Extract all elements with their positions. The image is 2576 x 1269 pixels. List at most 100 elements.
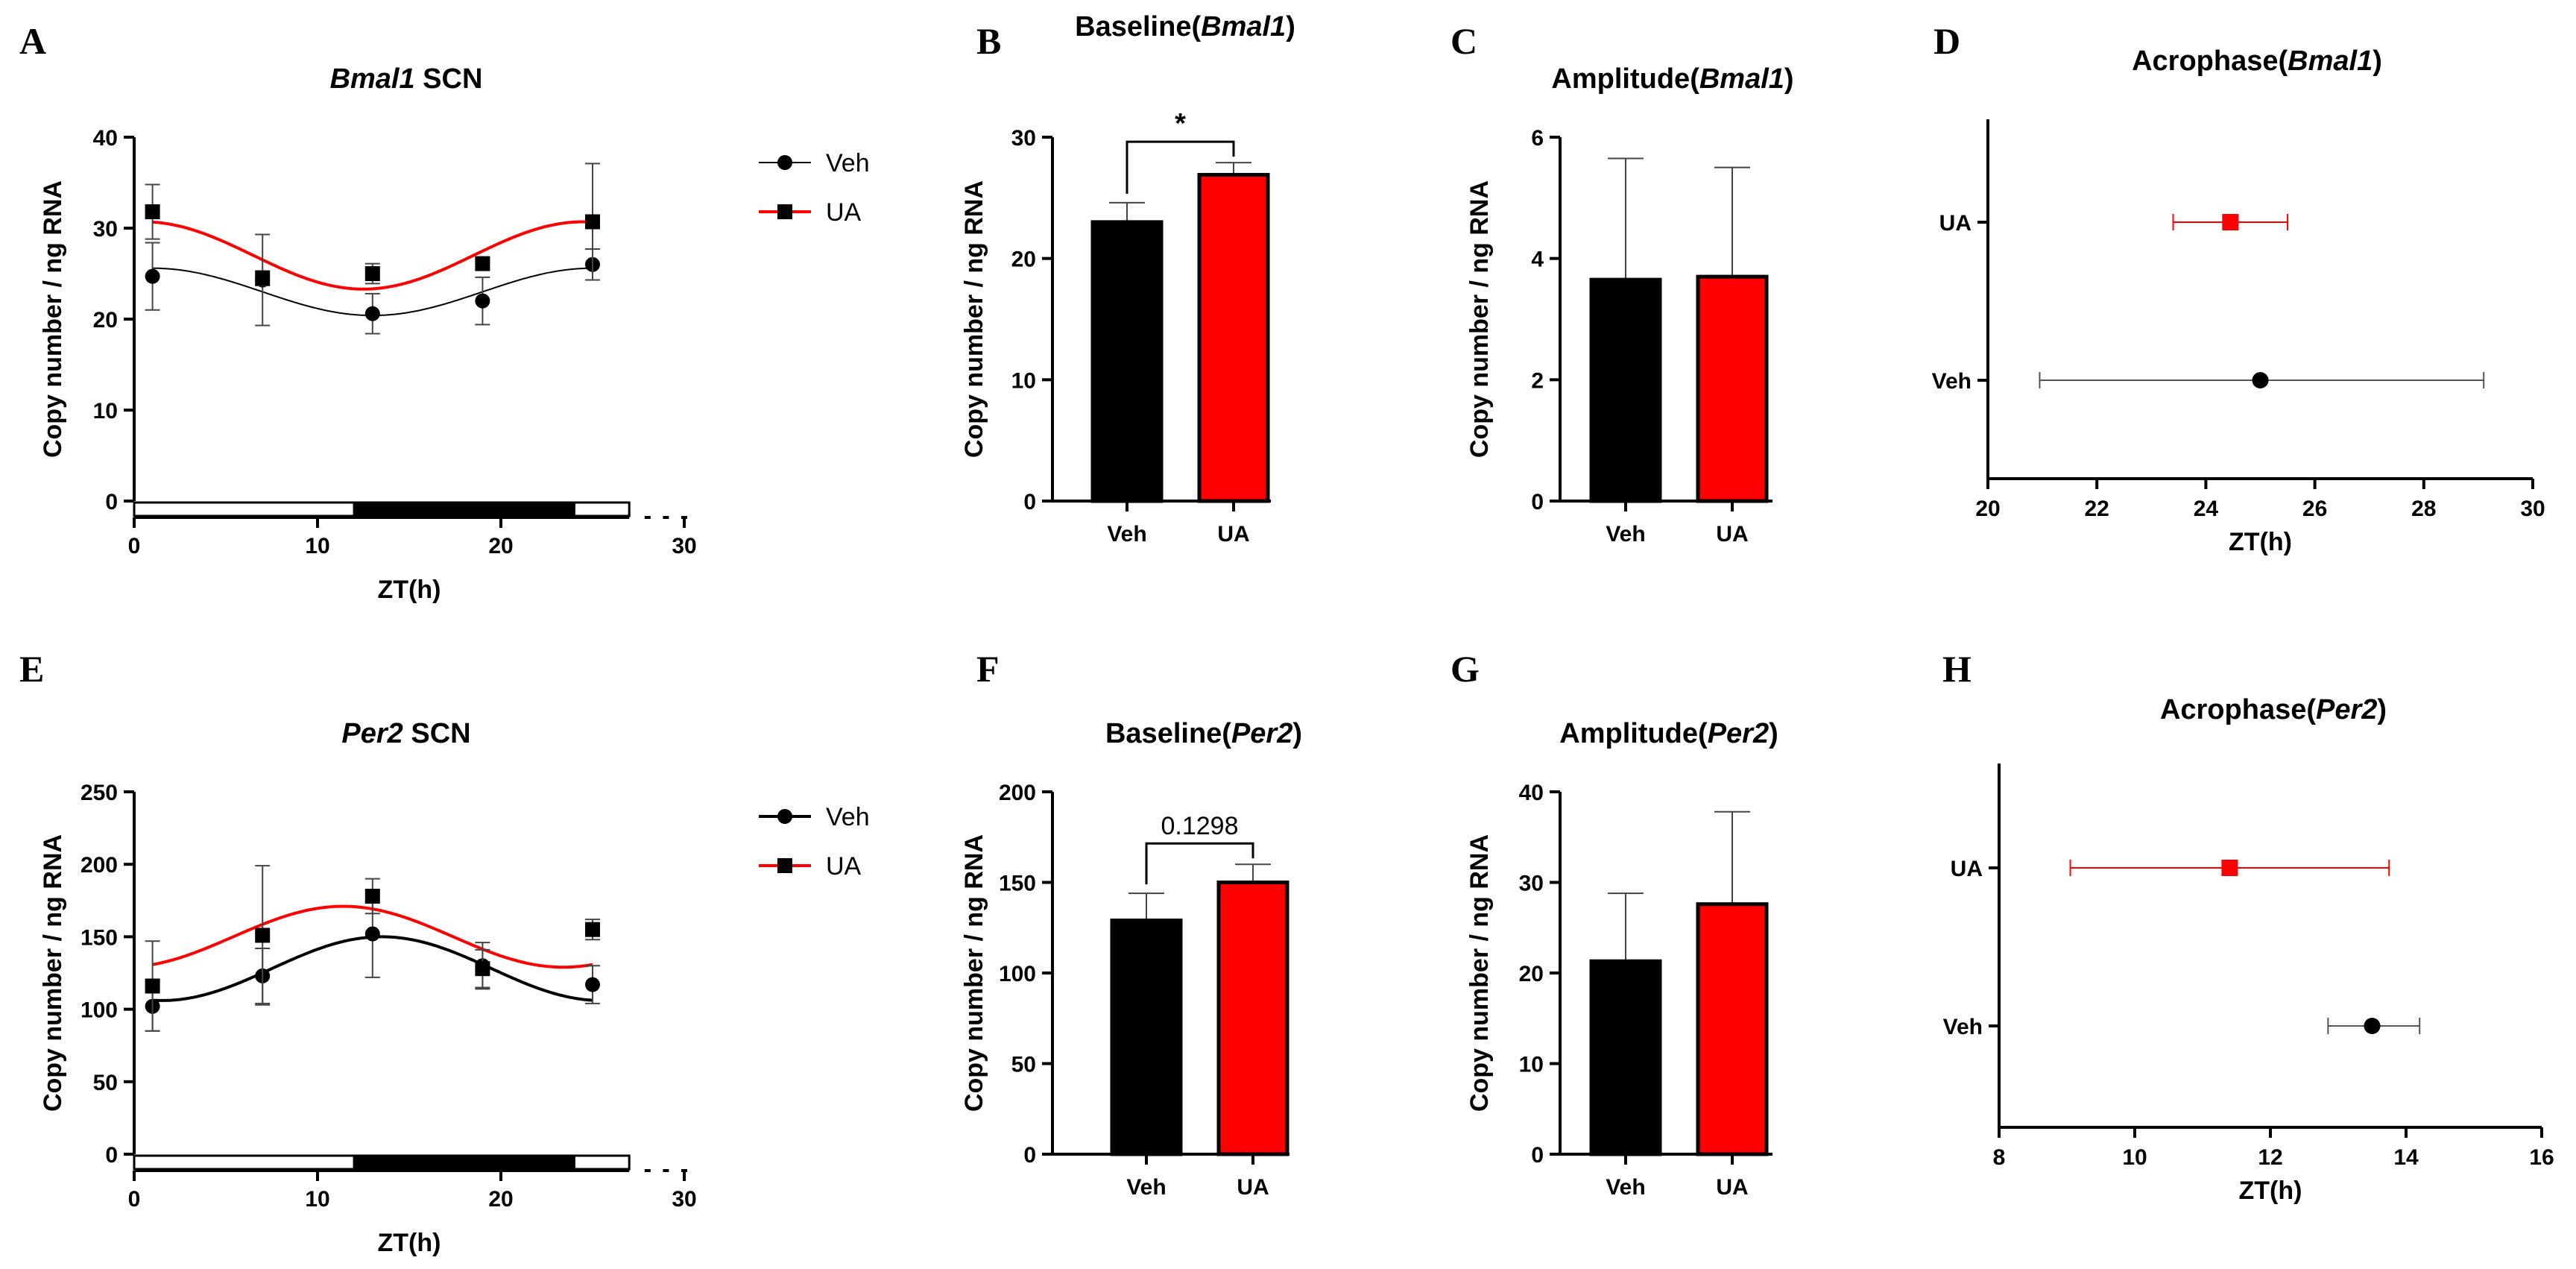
x-tick-label-H-2: 12 bbox=[2258, 1145, 2282, 1170]
point-UA-E-4 bbox=[585, 922, 600, 937]
panel-letter-B: B bbox=[976, 20, 1001, 62]
y-tick-label-G-2: 20 bbox=[1519, 962, 1544, 986]
title-gene: Bmal1 bbox=[1699, 63, 1784, 95]
y-tick-label-F-4: 200 bbox=[999, 781, 1036, 805]
x-tick-label-UA-C: UA bbox=[1716, 522, 1748, 547]
bar-Veh-C bbox=[1589, 277, 1662, 503]
x-tick-label-E-1: 10 bbox=[305, 1187, 329, 1212]
title-suffix: ) bbox=[1286, 11, 1295, 42]
legend-label-Veh-A: Veh bbox=[826, 149, 870, 177]
x-tick-label-H-3: 14 bbox=[2393, 1145, 2419, 1170]
x-tick-label-D-1: 22 bbox=[2085, 497, 2109, 521]
panel-letter-E: E bbox=[19, 648, 44, 690]
y-axis-label-B: Copy number / ng RNA bbox=[960, 180, 988, 458]
dark-phase-bar-E bbox=[353, 1154, 575, 1171]
point-UA-E-3 bbox=[475, 961, 490, 977]
chart-title-B: Baseline(Bmal1) bbox=[1075, 11, 1295, 42]
x-tick-label-E-2: 20 bbox=[488, 1187, 513, 1212]
y-axis-label-A: Copy number / ng RNA bbox=[39, 180, 67, 458]
x-axis-label-H: ZT(h) bbox=[2239, 1177, 2302, 1205]
legend-marker-UA-E bbox=[777, 858, 792, 873]
x-tick-label-H-4: 16 bbox=[2529, 1145, 2554, 1170]
bar-Veh-B bbox=[1090, 220, 1164, 503]
y-tick-label-F-2: 100 bbox=[999, 962, 1036, 986]
y-tick-label-E-1: 50 bbox=[93, 1071, 118, 1095]
y-tick-label-F-3: 150 bbox=[999, 872, 1036, 896]
y-tick-label-A-0: 0 bbox=[105, 490, 118, 514]
point-UA-A-3 bbox=[475, 256, 490, 271]
title-suffix: ) bbox=[1769, 718, 1778, 749]
chart-title-E: Per2 SCN bbox=[341, 718, 470, 749]
chart-title-H: Acrophase(Per2) bbox=[2160, 694, 2387, 725]
acrophase-point-Veh-D bbox=[2252, 372, 2269, 388]
y-tick-label-A-3: 30 bbox=[93, 217, 118, 242]
y-axis-label-G: Copy number / ng RNA bbox=[1465, 834, 1494, 1112]
x-tick-label-A-1: 10 bbox=[305, 534, 329, 558]
acrophase-point-Veh-H bbox=[2364, 1018, 2381, 1034]
fit-curve-UA-A bbox=[152, 220, 593, 291]
title-gene: Per2 bbox=[341, 718, 402, 749]
y-tick-label-Veh-D: Veh bbox=[1932, 369, 1972, 394]
title-gene: Bmal1 bbox=[1201, 11, 1286, 42]
y-tick-label-C-2: 4 bbox=[1531, 248, 1544, 272]
title-prefix: Amplitude( bbox=[1551, 63, 1699, 95]
x-tick-label-UA-G: UA bbox=[1716, 1175, 1748, 1200]
title-prefix: Amplitude( bbox=[1559, 718, 1708, 749]
point-Veh-E-2 bbox=[364, 926, 380, 942]
title-suffix: ) bbox=[1292, 718, 1302, 749]
chart-title-D: Acrophase(Bmal1) bbox=[2132, 45, 2382, 77]
significance-label-F: 0.1298 bbox=[1161, 812, 1239, 840]
y-tick-label-B-2: 20 bbox=[1011, 248, 1036, 272]
bar-UA-F bbox=[1216, 881, 1289, 1156]
chart-title-A: Bmal1 SCN bbox=[330, 63, 483, 95]
chart-title-F: Baseline(Per2) bbox=[1105, 718, 1302, 749]
x-axis-label-A: ZT(h) bbox=[378, 576, 441, 604]
bar-UA-C bbox=[1696, 274, 1769, 503]
y-tick-label-F-0: 0 bbox=[1023, 1143, 1036, 1168]
title-gene: Bmal1 bbox=[330, 63, 415, 95]
title-suffix: ) bbox=[2377, 694, 2387, 725]
legend-label-UA-A: UA bbox=[826, 198, 862, 227]
significance-bracket-B bbox=[1126, 140, 1235, 194]
point-Veh-A-3 bbox=[475, 293, 490, 309]
y-tick-label-B-3: 30 bbox=[1011, 126, 1036, 151]
point-Veh-E-4 bbox=[585, 977, 600, 992]
x-tick-label-Veh-C: Veh bbox=[1606, 522, 1645, 547]
y-tick-label-B-1: 10 bbox=[1011, 368, 1036, 393]
point-UA-A-4 bbox=[585, 214, 600, 230]
dark-phase-bar-A bbox=[353, 501, 575, 517]
title-gene: Per2 bbox=[2316, 694, 2377, 725]
panel-letter-H: H bbox=[1942, 648, 1972, 690]
panel-letter-G: G bbox=[1450, 648, 1480, 690]
acrophase-point-UA-H bbox=[2221, 860, 2238, 876]
y-tick-label-Veh-H: Veh bbox=[1943, 1015, 1983, 1039]
x-tick-label-D-4: 28 bbox=[2411, 497, 2436, 521]
y-tick-label-E-5: 250 bbox=[80, 781, 118, 805]
panel-letter-C: C bbox=[1450, 20, 1477, 62]
y-tick-label-E-2: 100 bbox=[80, 998, 118, 1023]
bar-Veh-G bbox=[1589, 959, 1662, 1156]
y-tick-label-G-0: 0 bbox=[1531, 1143, 1544, 1168]
y-tick-label-C-0: 0 bbox=[1531, 490, 1544, 514]
legend-marker-Veh-E bbox=[777, 809, 792, 824]
x-tick-label-E-0: 0 bbox=[128, 1187, 141, 1212]
y-tick-label-G-4: 40 bbox=[1519, 781, 1544, 805]
light-phase-bar2-E bbox=[572, 1154, 631, 1171]
y-tick-label-C-1: 2 bbox=[1531, 368, 1544, 393]
bar-UA-G bbox=[1696, 902, 1769, 1156]
x-tick-label-D-3: 26 bbox=[2302, 497, 2327, 521]
title-gene: Bmal1 bbox=[2288, 45, 2373, 77]
y-tick-label-UA-D: UA bbox=[1939, 211, 1972, 236]
y-tick-label-F-1: 50 bbox=[1011, 1053, 1036, 1077]
y-tick-label-E-0: 0 bbox=[105, 1143, 118, 1168]
panel-letter-F: F bbox=[976, 648, 1000, 690]
y-axis-label-C: Copy number / ng RNA bbox=[1465, 180, 1494, 458]
y-axis-label-F: Copy number / ng RNA bbox=[960, 834, 988, 1112]
light-phase-bar-A bbox=[133, 501, 356, 517]
y-tick-label-G-3: 30 bbox=[1519, 872, 1544, 896]
x-tick-label-A-0: 0 bbox=[128, 534, 141, 558]
chart-title-G: Amplitude(Per2) bbox=[1559, 718, 1778, 749]
x-axis-label-E: ZT(h) bbox=[378, 1229, 441, 1257]
y-tick-label-A-1: 10 bbox=[93, 399, 118, 423]
y-tick-label-A-4: 40 bbox=[93, 126, 118, 151]
